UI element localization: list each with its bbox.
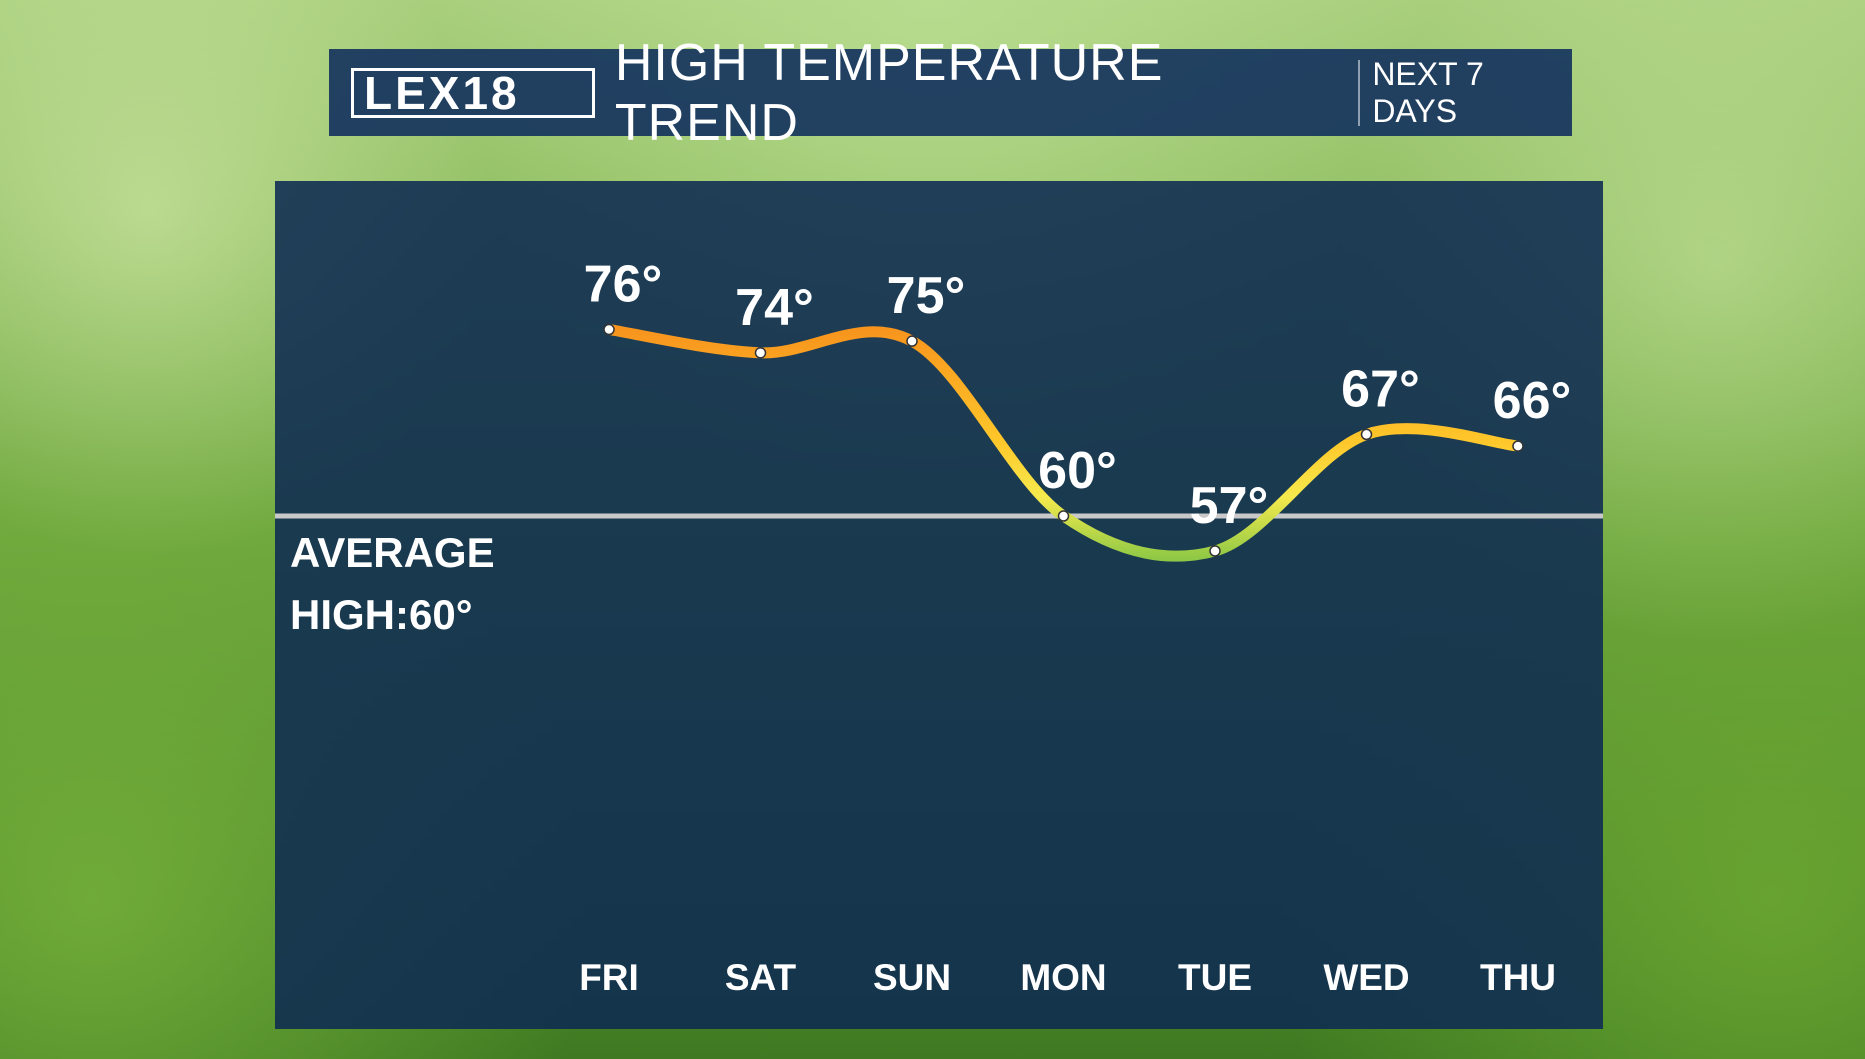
day-label: SAT <box>725 957 797 998</box>
chart-panel <box>275 181 1603 1029</box>
point <box>1360 428 1373 441</box>
point <box>1209 545 1221 557</box>
day-label: SUN <box>873 957 951 998</box>
value-label: 75° <box>887 267 966 325</box>
title: HIGH TEMPERATURE TREND <box>614 33 1164 152</box>
point <box>906 335 918 347</box>
day-label: MON <box>1020 957 1106 998</box>
point <box>1512 440 1524 452</box>
value-label: 74° <box>735 279 814 337</box>
day-label: FRI <box>579 957 639 998</box>
value-label: 67° <box>1341 360 1420 418</box>
day-label: THU <box>1480 957 1556 998</box>
value-label: 60° <box>1038 442 1117 500</box>
subtitle: NEXT 7 DAYS <box>1372 55 1484 129</box>
header-bar: LEX18 HIGH TEMPERATURE TREND NEXT 7 DAYS <box>329 34 1572 152</box>
point <box>603 323 615 336</box>
point <box>1057 510 1070 522</box>
point <box>754 347 767 359</box>
average-label: AVERAGE HIGH:60° <box>290 529 495 638</box>
logo: LEX18 <box>351 67 595 119</box>
value-label: 76° <box>584 256 663 314</box>
value-label: 66° <box>1493 372 1572 430</box>
day-label: WED <box>1323 957 1409 998</box>
separator <box>1358 59 1361 126</box>
value-label: 57° <box>1190 477 1269 535</box>
day-label: TUE <box>1178 957 1252 998</box>
